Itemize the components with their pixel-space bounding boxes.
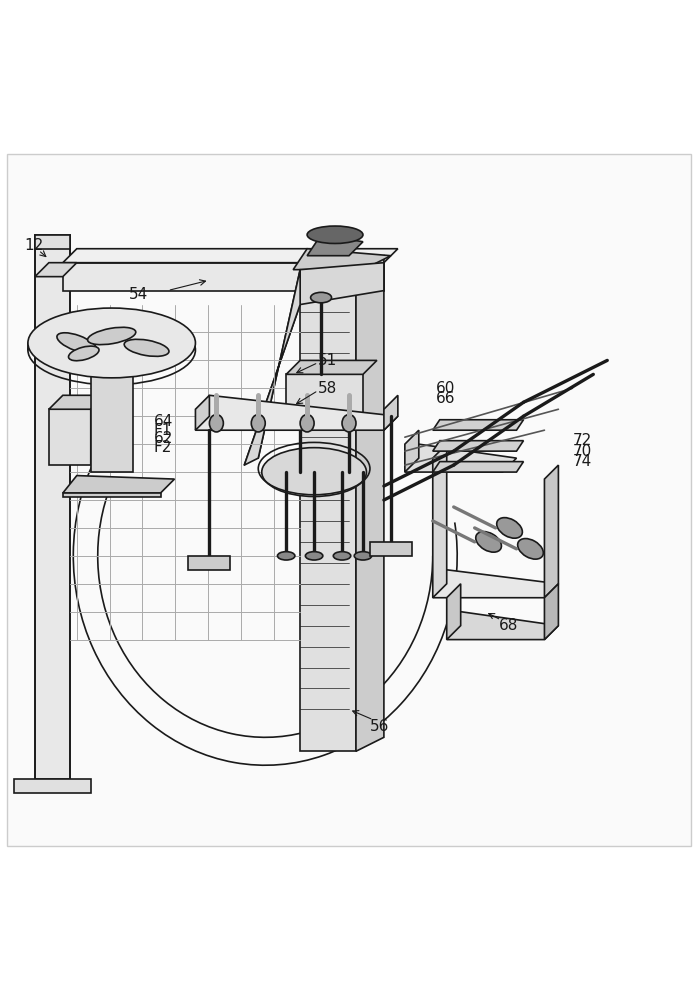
Polygon shape — [195, 395, 209, 430]
Ellipse shape — [306, 552, 323, 560]
Polygon shape — [63, 263, 384, 291]
Polygon shape — [300, 263, 356, 751]
Polygon shape — [63, 493, 161, 497]
Polygon shape — [433, 444, 447, 598]
Polygon shape — [370, 542, 412, 556]
Polygon shape — [286, 360, 377, 374]
Text: 72: 72 — [572, 433, 592, 448]
Polygon shape — [14, 779, 91, 793]
Polygon shape — [405, 444, 517, 472]
Text: 51: 51 — [318, 353, 337, 368]
Text: 60: 60 — [436, 381, 456, 396]
Polygon shape — [544, 465, 558, 598]
Text: 66: 66 — [436, 391, 456, 406]
Ellipse shape — [476, 532, 501, 552]
Text: 62: 62 — [154, 431, 173, 446]
Polygon shape — [433, 462, 524, 472]
Polygon shape — [433, 570, 558, 598]
Text: 76: 76 — [115, 356, 135, 371]
Text: 64: 64 — [154, 414, 173, 429]
Polygon shape — [286, 374, 363, 416]
Text: 70: 70 — [572, 444, 592, 459]
Polygon shape — [195, 395, 398, 430]
Text: F2: F2 — [154, 440, 172, 455]
Polygon shape — [49, 395, 105, 409]
Polygon shape — [307, 235, 363, 256]
Ellipse shape — [209, 414, 223, 432]
Ellipse shape — [57, 333, 96, 353]
Polygon shape — [91, 346, 147, 350]
Polygon shape — [356, 256, 384, 751]
Ellipse shape — [518, 539, 543, 559]
Polygon shape — [447, 612, 558, 640]
Ellipse shape — [333, 552, 350, 560]
Ellipse shape — [68, 346, 99, 361]
Ellipse shape — [28, 308, 195, 378]
Text: 68: 68 — [499, 618, 519, 633]
Polygon shape — [244, 270, 300, 465]
FancyBboxPatch shape — [7, 154, 691, 846]
Polygon shape — [188, 556, 230, 570]
Ellipse shape — [497, 518, 522, 538]
Text: 12: 12 — [24, 238, 44, 253]
Polygon shape — [35, 235, 70, 249]
Polygon shape — [49, 409, 91, 465]
Text: 54: 54 — [129, 287, 149, 302]
Text: 58: 58 — [318, 381, 337, 396]
Polygon shape — [91, 350, 133, 472]
Ellipse shape — [300, 414, 314, 432]
Ellipse shape — [307, 226, 363, 243]
Polygon shape — [63, 249, 398, 263]
Ellipse shape — [262, 448, 366, 497]
Ellipse shape — [124, 339, 169, 356]
Ellipse shape — [251, 414, 265, 432]
Polygon shape — [405, 430, 419, 472]
Polygon shape — [63, 476, 174, 493]
Polygon shape — [35, 263, 77, 277]
Polygon shape — [433, 420, 524, 430]
Polygon shape — [384, 395, 398, 430]
Ellipse shape — [87, 327, 136, 345]
Polygon shape — [300, 263, 384, 305]
Ellipse shape — [354, 552, 372, 560]
Polygon shape — [544, 584, 558, 640]
Polygon shape — [293, 249, 391, 270]
Text: F1: F1 — [154, 423, 172, 438]
Ellipse shape — [342, 414, 356, 432]
Text: 56: 56 — [370, 719, 389, 734]
Polygon shape — [91, 395, 105, 465]
Polygon shape — [447, 584, 461, 640]
Polygon shape — [35, 235, 70, 779]
Ellipse shape — [277, 552, 295, 560]
Ellipse shape — [311, 292, 332, 303]
Polygon shape — [433, 441, 524, 451]
Text: 74: 74 — [572, 454, 592, 469]
